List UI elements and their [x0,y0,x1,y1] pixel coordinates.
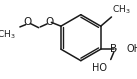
Text: HO: HO [92,63,107,73]
Text: B: B [110,44,117,54]
Text: OH: OH [126,44,137,54]
Text: O: O [45,17,54,27]
Text: CH$_3$: CH$_3$ [112,4,131,16]
Text: O: O [24,17,32,27]
Text: CH$_3$: CH$_3$ [0,28,16,41]
